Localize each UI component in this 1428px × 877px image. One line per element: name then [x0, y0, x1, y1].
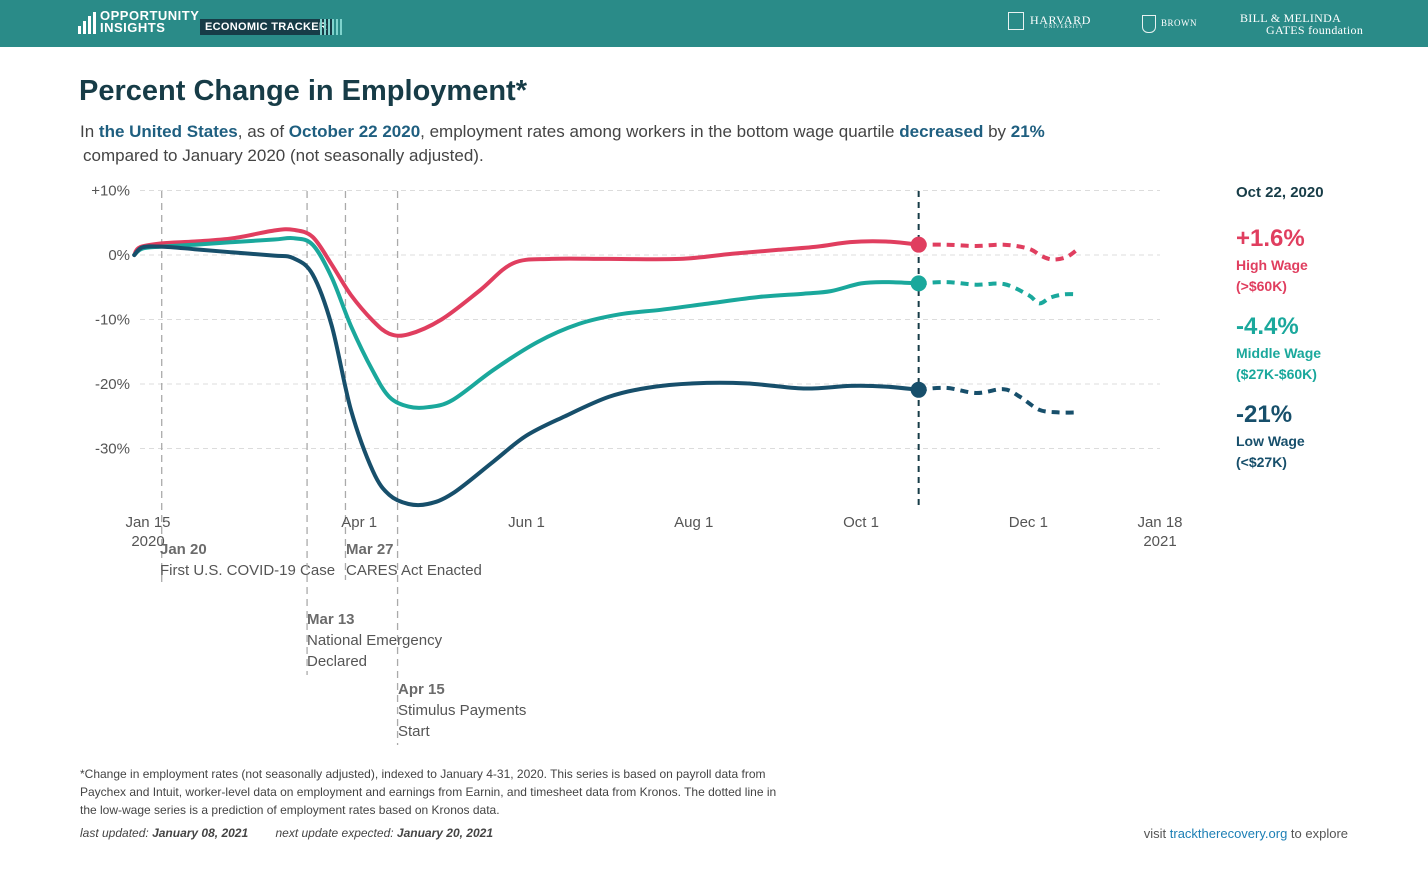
amount-value: 21%: [1010, 122, 1045, 141]
last-updated-date: January 08, 2021: [152, 826, 249, 840]
subtitle-text-2: , as of: [237, 122, 289, 141]
high-wage-line: [132, 227, 921, 338]
low-wage-projection-line: [918, 385, 1078, 415]
legend-date: Oct 22, 2020: [1236, 184, 1324, 201]
low-wage-legend-range: (<$27K): [1236, 454, 1287, 470]
harvard-logo[interactable]: HARVARD UNIVERSITY: [1008, 12, 1091, 30]
y-tick-label: 0%: [108, 247, 130, 264]
page-title: Percent Change in Employment*: [79, 75, 527, 107]
visit-pre: visit: [1143, 826, 1170, 841]
header-bar: OPPORTUNITY INSIGHTS ECONOMIC TRACKER HA…: [0, 0, 1428, 47]
high-wage-current-point: [910, 236, 927, 253]
middle-wage-current-point: [910, 275, 927, 292]
middle-wage-legend-value: -4.4%: [1236, 313, 1299, 340]
event-title: Jan 20: [160, 541, 207, 558]
last-updated-label: last updated:: [80, 826, 149, 840]
high-wage-projection-line: [918, 242, 1079, 262]
event-title: Mar 27: [346, 541, 394, 558]
brown-shield-icon: [1142, 15, 1156, 33]
event-title: Mar 13: [307, 611, 355, 628]
harvard-name: HARVARD: [1030, 12, 1092, 27]
direction-value: decreased: [899, 122, 984, 141]
y-tick-label: -30%: [95, 441, 130, 458]
economic-tracker-badge[interactable]: ECONOMIC TRACKER: [200, 19, 334, 35]
gates-line1: BILL & MELINDA: [1240, 11, 1342, 25]
event-label: Declared: [307, 653, 367, 670]
subtitle-text-5: compared to January 2020 (not seasonally…: [83, 146, 484, 165]
x-tick-label: Dec 1: [1009, 514, 1048, 531]
subtitle-text-3: , employment rates among workers in the …: [420, 122, 900, 141]
logo-bars-icon: [78, 12, 96, 34]
chart-subtitle: In the United States, as of October 22 2…: [80, 120, 1240, 168]
x-tick-label-year: 2021: [1143, 533, 1176, 550]
event-label: National Emergency: [307, 632, 443, 649]
next-update-date: January 20, 2021: [396, 826, 493, 840]
middle-wage-legend-range: ($27K-$60K): [1236, 366, 1317, 382]
logo-line2: INSIGHTS: [100, 20, 166, 35]
location-selector[interactable]: the United States: [98, 122, 238, 141]
gates-line2: GATES foundation: [1266, 23, 1364, 37]
harvard-shield-icon: [1008, 12, 1024, 30]
low-wage-current-point: [910, 381, 927, 398]
low-wage-legend-value: -21%: [1236, 401, 1292, 428]
harvard-subtitle: UNIVERSITY: [1044, 25, 1084, 30]
event-label: CARES Act Enacted: [346, 562, 482, 579]
logo-line1: OPPORTUNITY: [100, 8, 200, 23]
tracker-stripes-icon: [320, 19, 342, 35]
high-wage-legend-range: (>$60K): [1236, 278, 1287, 294]
footnote: *Change in employment rates (not seasona…: [80, 767, 777, 817]
y-tick-label: +10%: [91, 183, 130, 200]
x-tick-label: Jun 1: [508, 514, 545, 531]
brown-name: BROWN: [1161, 18, 1197, 29]
x-tick-label: Oct 1: [843, 514, 879, 531]
brown-logo[interactable]: BROWN: [1142, 15, 1197, 33]
y-tick-label: -20%: [95, 376, 130, 393]
x-tick-label: Jan 15: [125, 514, 170, 531]
x-tick-label: Jan 18: [1137, 514, 1182, 531]
middle-wage-projection-line: [918, 280, 1078, 306]
event-label: Stimulus Payments: [398, 702, 526, 719]
subtitle-text-1: In: [80, 122, 99, 141]
visit-post: to explore: [1287, 826, 1348, 841]
tracker-link[interactable]: tracktherecovery.org: [1169, 826, 1288, 841]
x-tick-label: Aug 1: [674, 514, 713, 531]
middle-wage-line: [132, 235, 921, 410]
low-wage-line: [132, 244, 921, 508]
x-tick-label: Apr 1: [341, 514, 377, 531]
gates-foundation-logo[interactable]: BILL & MELINDA GATES foundation: [1240, 12, 1363, 36]
y-tick-label: -10%: [95, 312, 130, 329]
event-title: Apr 15: [398, 681, 445, 698]
event-label: First U.S. COVID-19 Case: [160, 562, 335, 579]
visit-note: visit tracktherecovery.org to explore: [1144, 826, 1348, 841]
high-wage-legend-value: +1.6%: [1236, 225, 1305, 252]
low-wage-legend-name: Low Wage: [1236, 433, 1305, 449]
middle-wage-legend-name: Middle Wage: [1236, 345, 1321, 361]
event-label: Start: [398, 723, 431, 740]
subtitle-text-4: by: [983, 122, 1011, 141]
update-info: last updated: January 08, 2021 next upda…: [80, 826, 493, 840]
next-update-label: next update expected:: [275, 826, 394, 840]
date-value: October 22 2020: [288, 122, 421, 141]
high-wage-legend-name: High Wage: [1236, 257, 1308, 273]
x-tick-label-year: 2020: [131, 533, 164, 550]
